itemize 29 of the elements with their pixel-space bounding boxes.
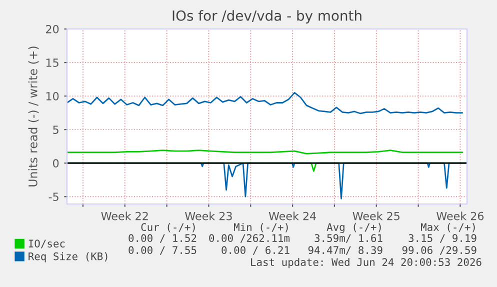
x-tick-label: Week 23 [185, 212, 232, 220]
text: Max (-/+) [420, 223, 475, 232]
line-series [67, 92, 463, 114]
y-tick-label: 10 [46, 92, 59, 100]
text: 0.00 / 1.52 [128, 234, 196, 243]
text: 3.15 / 9.19 [408, 234, 476, 243]
text: Last update: Wed Jun 24 20:00:53 2026 [251, 258, 482, 268]
chart-title: IOs for /dev/vda - by month [172, 10, 362, 24]
text: 3.59m/ 1.61 [314, 234, 382, 243]
x-tick-label: Week 26 [436, 212, 484, 220]
x-tick-label: Week 22 [101, 212, 148, 220]
text: 0.00 / 7.55 [128, 246, 196, 255]
y-tick-label: 15 [46, 58, 58, 67]
x-tick-label: Week 24 [268, 212, 316, 220]
y-tick-label: -5 [48, 192, 58, 202]
text: 0.00 / 6.21 [222, 246, 290, 255]
y-tick-label: 20 [46, 24, 59, 34]
y-tick-label: 0 [53, 159, 59, 168]
text: 0.00 /262.11m [209, 234, 290, 243]
text: Cur (-/+) [141, 223, 195, 232]
text: 94.47m/ 8.39 [308, 246, 382, 255]
text: Min (-/+) [234, 222, 288, 232]
x-tick-label: Week 25 [352, 212, 400, 220]
text: 99.06 /29.59 [402, 246, 476, 255]
y-tick-label: 5 [53, 126, 58, 134]
y-axis-title: Units read (-) / write (+) [28, 46, 39, 186]
legend-label: Req Size (KB) [28, 252, 108, 262]
legend-label: IO/sec [28, 240, 65, 248]
text: Avg (-/+) [326, 222, 381, 234]
